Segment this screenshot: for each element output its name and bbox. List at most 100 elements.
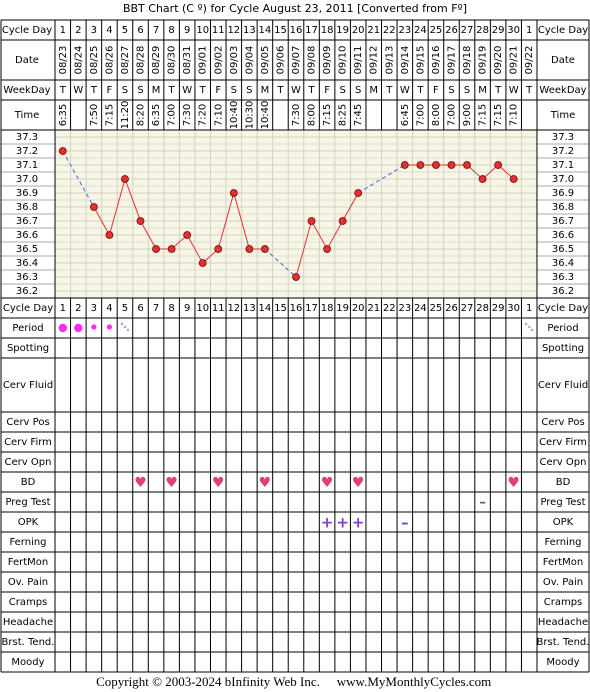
period-dot xyxy=(106,324,113,330)
cycle-day: 10 xyxy=(196,25,209,36)
weekday: F xyxy=(215,85,221,96)
date: 09/14 xyxy=(400,46,411,75)
weekday: S xyxy=(122,85,128,96)
cycle-day: 30 xyxy=(507,303,520,314)
row-label: Cerv Opn xyxy=(5,457,52,468)
date: 08/30 xyxy=(167,46,178,75)
site-link: www.MyMonthlyCycles.com xyxy=(337,674,491,689)
cycle-day: 27 xyxy=(461,303,474,314)
y-tick-label: 36.8 xyxy=(552,202,574,213)
date: 09/07 xyxy=(291,46,302,75)
row-label: Cramps xyxy=(9,597,48,608)
date: 09/04 xyxy=(244,46,255,75)
temp-point xyxy=(229,189,238,197)
cycle-day: 1 xyxy=(526,25,532,36)
date: 09/01 xyxy=(198,46,209,75)
time: 7:30 xyxy=(291,104,302,126)
temp-point xyxy=(478,175,487,183)
temp-point xyxy=(338,217,347,225)
row-label: Cerv Firm xyxy=(4,437,52,448)
y-tick-label: 37.2 xyxy=(552,146,574,157)
y-tick-label: 37.2 xyxy=(16,146,38,157)
weekday: T xyxy=(90,85,98,96)
row-label: Headache xyxy=(538,617,588,628)
time: 6:35 xyxy=(58,104,69,126)
weekday: W xyxy=(73,85,83,96)
preg_test-marker: – xyxy=(479,496,486,511)
weekday: T xyxy=(494,85,502,96)
row-label: Time xyxy=(14,110,39,121)
period-dot xyxy=(126,328,130,332)
row-label: Ov. Pain xyxy=(8,577,48,588)
weekday: F xyxy=(324,85,330,96)
weekday: W xyxy=(291,85,301,96)
row-label: Cycle Day xyxy=(2,25,52,36)
y-tick-label: 36.2 xyxy=(16,286,38,297)
time: 11:20 xyxy=(120,101,131,130)
date: 09/09 xyxy=(322,46,333,75)
date: 09/08 xyxy=(307,46,318,75)
cycle-day: 23 xyxy=(398,25,411,36)
row-label: OPK xyxy=(553,517,574,528)
date: 09/02 xyxy=(213,46,224,75)
y-tick-label: 37.3 xyxy=(16,132,38,143)
y-tick-label: 37.3 xyxy=(552,132,574,143)
cycle-day: 12 xyxy=(227,303,240,314)
cycle-day: 8 xyxy=(168,303,174,314)
temp-point xyxy=(183,231,192,239)
temp-point xyxy=(58,147,67,155)
cycle-day: 25 xyxy=(430,25,443,36)
cycle-day: 22 xyxy=(383,25,396,36)
period-marker xyxy=(525,322,534,332)
date: 09/19 xyxy=(478,46,489,75)
temp-point xyxy=(105,231,114,239)
temp-point xyxy=(416,161,425,169)
time: 7:20 xyxy=(198,104,209,126)
date: 09/15 xyxy=(415,46,426,75)
y-tick-label: 36.7 xyxy=(552,216,574,227)
weekday: F xyxy=(433,85,439,96)
row-label: Brst. Tend. xyxy=(2,637,55,648)
date: 08/24 xyxy=(73,46,84,75)
row-label: Headache xyxy=(3,617,53,628)
date: 09/10 xyxy=(338,46,349,75)
row-label: WeekDay xyxy=(539,85,586,96)
cycle-day: 24 xyxy=(414,303,427,314)
period-dot xyxy=(525,322,528,326)
y-tick-label: 37.0 xyxy=(16,174,38,185)
row-label: Date xyxy=(551,55,575,66)
cycle-day: 14 xyxy=(259,303,272,314)
date: 08/25 xyxy=(89,46,100,75)
row-label: Time xyxy=(550,110,575,121)
y-tick-label: 36.8 xyxy=(16,202,38,213)
time: 10:40 xyxy=(260,101,271,130)
temp-point xyxy=(447,161,456,169)
y-tick-label: 37.1 xyxy=(16,160,38,171)
cycle-day: 26 xyxy=(445,25,458,36)
time: 7:00 xyxy=(415,104,426,126)
weekday: S xyxy=(246,85,252,96)
temp-point xyxy=(307,217,316,225)
opk-marker: + xyxy=(352,514,365,532)
date: 08/27 xyxy=(120,46,131,75)
date: 08/29 xyxy=(151,46,162,75)
row-label: Preg Test xyxy=(5,497,50,508)
temp-point xyxy=(152,245,160,253)
period-dot xyxy=(528,325,531,329)
row-label: Cycle Day xyxy=(3,303,53,314)
time: 8:20 xyxy=(136,104,147,126)
time: 10:40 xyxy=(229,101,240,130)
cycle-day: 12 xyxy=(227,25,240,36)
row-label: Cerv Opn xyxy=(540,457,587,468)
cycle-day: 15 xyxy=(274,303,287,314)
weekday: T xyxy=(59,85,67,96)
cycle-day: 8 xyxy=(168,25,174,36)
cycle-day: 3 xyxy=(91,303,97,314)
cycle-day: 13 xyxy=(243,25,256,36)
cycle-day: 25 xyxy=(430,303,443,314)
row-label: Cycle Day xyxy=(538,25,588,36)
row-label: Moody xyxy=(546,657,579,668)
weekday: T xyxy=(525,85,533,96)
time: 7:15 xyxy=(104,104,115,126)
date: 09/16 xyxy=(431,46,442,75)
